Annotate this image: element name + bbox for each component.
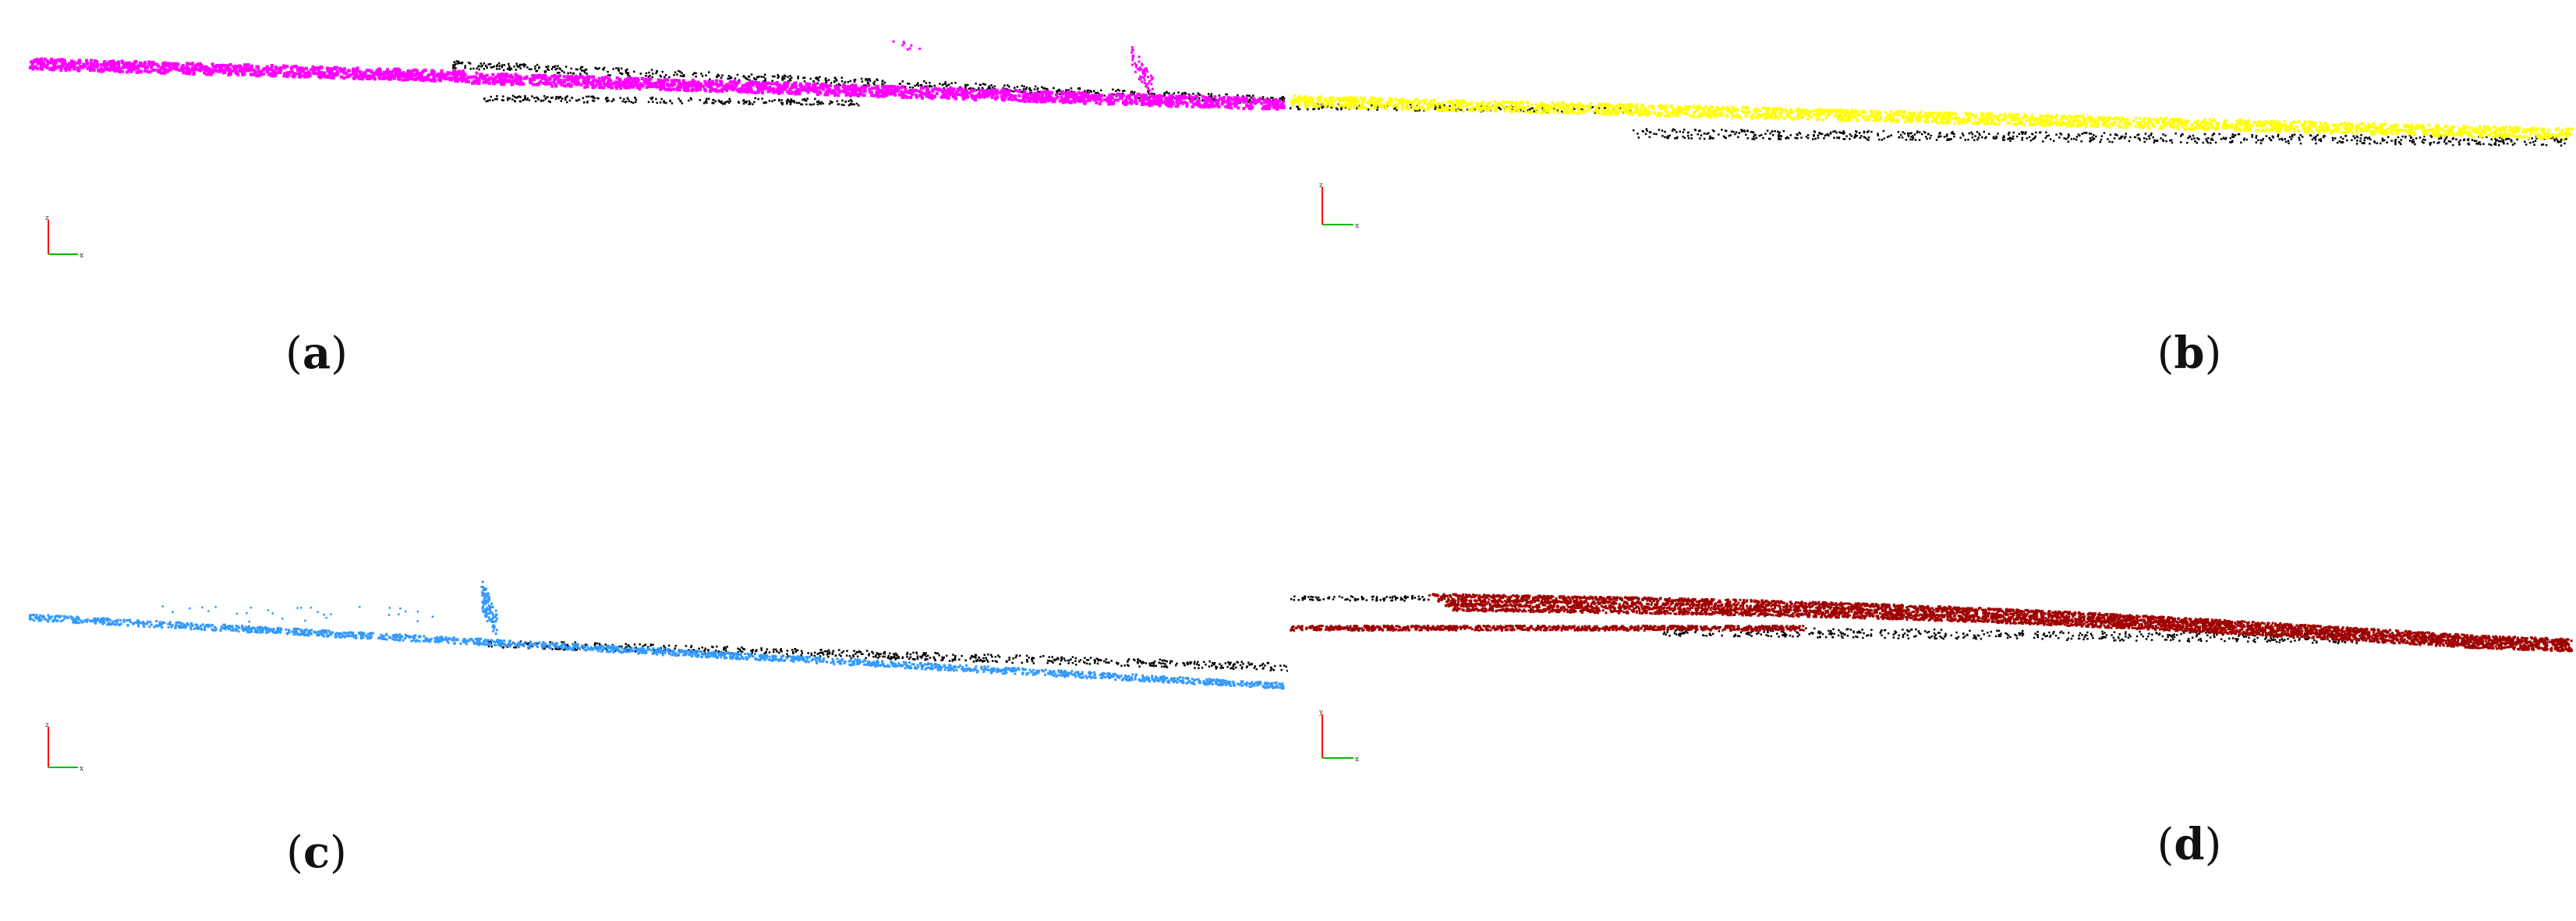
axis-label-horizontal: x — [80, 252, 83, 260]
axis-label-vertical: z — [45, 721, 49, 729]
axis-label-horizontal: x — [80, 765, 83, 773]
point-cloud-view-c: z x — [29, 580, 1288, 773]
caption-b: (b) — [2157, 328, 2222, 379]
point-cloud-view-b: z x — [1290, 94, 2574, 230]
caption-c: (c) — [286, 827, 347, 878]
panel-a: z x (a) — [0, 0, 1288, 460]
axis-triad: y x — [1318, 709, 1359, 763]
colored-point-cloud — [29, 580, 1285, 690]
panel-d: y x (d) — [1288, 460, 2576, 920]
colored-point-cloud — [1290, 593, 2573, 653]
caption-d: (d) — [2157, 819, 2222, 870]
axis-triad: z x — [45, 721, 83, 773]
axis-triad: z x — [1319, 182, 1359, 230]
axis-triad: z x — [45, 214, 83, 260]
caption-a: (a) — [285, 328, 348, 379]
axis-label-vertical: z — [45, 214, 49, 222]
axis-label-horizontal: x — [1355, 756, 1359, 763]
panel-b: z x (b) — [1288, 0, 2576, 460]
panel-c: z x (c) — [0, 460, 1288, 920]
point-cloud-view-d: y x — [1290, 593, 2573, 763]
axis-label-vertical: y — [1318, 709, 1324, 717]
colored-point-cloud — [29, 40, 1286, 111]
axis-label-horizontal: x — [1355, 222, 1359, 230]
axis-label-vertical: z — [1319, 182, 1323, 190]
colored-point-cloud — [1290, 94, 2574, 140]
point-cloud-view-a: z x — [29, 40, 1286, 260]
